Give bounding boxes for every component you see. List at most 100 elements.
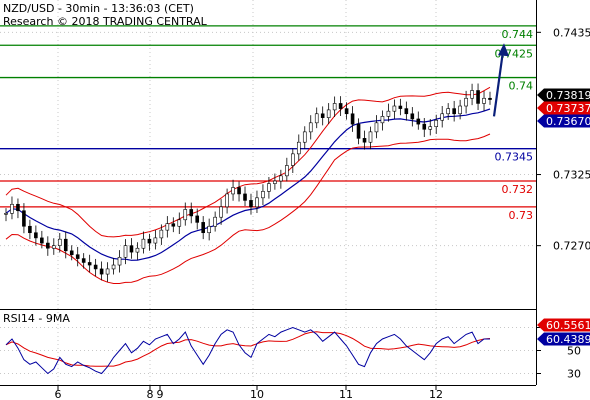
candle bbox=[470, 83, 474, 106]
candle bbox=[99, 261, 104, 281]
candle bbox=[416, 111, 421, 130]
candle bbox=[362, 130, 367, 150]
candle-body bbox=[171, 223, 176, 227]
candle bbox=[368, 126, 373, 150]
candle bbox=[398, 98, 403, 116]
candle-body bbox=[338, 103, 343, 109]
candle bbox=[446, 103, 450, 120]
candle bbox=[22, 203, 26, 234]
candle-body bbox=[153, 237, 158, 244]
candle-body bbox=[428, 126, 433, 130]
price-tick-label: 0.7435 bbox=[553, 26, 590, 39]
rsi-badge-shape bbox=[537, 318, 590, 332]
candle-body bbox=[243, 193, 247, 201]
candle-body bbox=[380, 116, 385, 124]
candle bbox=[320, 106, 325, 126]
level-label: 0.74 bbox=[509, 80, 534, 93]
candle bbox=[135, 242, 140, 260]
candle bbox=[111, 257, 116, 275]
price-badge-label: 0.73670 bbox=[546, 115, 590, 128]
candle bbox=[225, 188, 229, 214]
candle-body bbox=[410, 113, 415, 120]
candle bbox=[249, 193, 253, 215]
candle-body bbox=[285, 165, 289, 177]
candle bbox=[350, 106, 355, 132]
candle bbox=[482, 91, 486, 112]
candle-body bbox=[105, 268, 110, 275]
candle-body bbox=[422, 123, 427, 130]
candle bbox=[141, 231, 146, 254]
candle-body bbox=[16, 203, 20, 212]
candle bbox=[410, 107, 415, 127]
candle bbox=[123, 239, 128, 265]
grid bbox=[0, 0, 536, 385]
price-badge: 0.73819 bbox=[537, 88, 590, 102]
candle-body bbox=[350, 113, 355, 125]
candle bbox=[129, 238, 134, 259]
candle bbox=[243, 186, 247, 206]
level-label: 0.732 bbox=[502, 183, 534, 196]
ma-line bbox=[5, 108, 491, 261]
candle bbox=[338, 96, 343, 116]
candle-body bbox=[314, 113, 319, 124]
rsi-badge-shape bbox=[537, 332, 590, 346]
candle bbox=[428, 119, 433, 136]
level-label: 0.7345 bbox=[495, 151, 534, 164]
candle bbox=[488, 91, 492, 105]
candle bbox=[422, 117, 427, 138]
candle-body bbox=[320, 113, 325, 118]
candle bbox=[177, 212, 182, 235]
candle-body bbox=[28, 225, 32, 234]
candle-body bbox=[261, 191, 265, 199]
candle bbox=[153, 230, 158, 250]
candle-body bbox=[398, 105, 403, 109]
candle-body bbox=[165, 223, 170, 231]
candle-body bbox=[440, 113, 444, 121]
candle bbox=[10, 196, 14, 220]
time-tick-label: 9 bbox=[157, 388, 164, 400]
price-badge-shape bbox=[537, 88, 590, 102]
rsi-tick-label: 50 bbox=[567, 345, 581, 358]
candle bbox=[159, 224, 164, 245]
candle-body bbox=[81, 258, 86, 263]
candle bbox=[40, 230, 44, 249]
forecast-arrow bbox=[492, 43, 509, 117]
candle-body bbox=[308, 122, 313, 133]
time-tick-label: 8 bbox=[147, 388, 154, 400]
candle bbox=[380, 110, 385, 131]
candle bbox=[52, 238, 56, 255]
candle bbox=[46, 236, 50, 256]
price-panel-background bbox=[0, 0, 536, 309]
candle-body bbox=[231, 187, 235, 195]
candle-body bbox=[291, 153, 295, 166]
price-axis-ticks: 0.7435 0.7325 0.7270 bbox=[536, 26, 590, 253]
level-label: 0.73 bbox=[509, 209, 534, 222]
candle-body bbox=[4, 213, 8, 215]
candle bbox=[237, 181, 241, 202]
time-tick-label: 12 bbox=[429, 388, 443, 400]
candle bbox=[147, 233, 152, 251]
candle bbox=[291, 148, 295, 174]
candle bbox=[189, 202, 194, 224]
candle-body bbox=[46, 242, 50, 249]
candle-body bbox=[249, 200, 253, 208]
candle bbox=[356, 118, 361, 145]
candle-body bbox=[213, 216, 217, 227]
candle-body bbox=[219, 206, 223, 218]
candle bbox=[255, 190, 259, 213]
candle-body bbox=[135, 247, 140, 253]
candle bbox=[213, 211, 217, 232]
candle bbox=[34, 225, 38, 246]
candle-body bbox=[404, 108, 409, 115]
candle bbox=[386, 103, 391, 122]
rsi-panel-background bbox=[0, 310, 536, 385]
candle bbox=[57, 232, 62, 253]
candle-body bbox=[279, 175, 283, 182]
candle-body bbox=[446, 108, 450, 115]
candle bbox=[440, 106, 444, 128]
candle-body bbox=[326, 109, 331, 118]
candle-body bbox=[117, 256, 122, 266]
candle bbox=[279, 169, 283, 189]
candle-body bbox=[22, 210, 26, 227]
rsi-badge: 60.4389 bbox=[537, 332, 590, 346]
